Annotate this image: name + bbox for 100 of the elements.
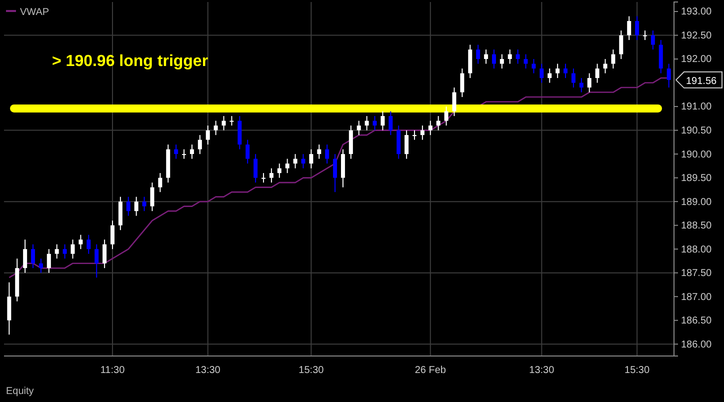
candlestick [254, 154, 258, 184]
candlestick [38, 258, 43, 274]
candlestick [380, 110, 385, 131]
candlestick [214, 120, 218, 136]
x-tick-label: 13:30 [195, 365, 221, 376]
candlestick [587, 72, 592, 93]
candlestick [484, 49, 488, 64]
candlestick [564, 63, 568, 79]
candlestick [340, 148, 345, 188]
candlestick [627, 16, 632, 41]
candlestick [174, 144, 178, 160]
y-tick-label: 189.50 [681, 173, 712, 184]
candlestick [635, 16, 640, 41]
candlestick [666, 63, 671, 88]
y-tick-label: 191.00 [681, 102, 712, 113]
candlestick [595, 63, 600, 84]
candlestick [190, 144, 194, 160]
y-tick-label: 187.00 [681, 292, 712, 303]
candlestick [619, 30, 624, 60]
y-tick-label: 187.50 [681, 268, 712, 280]
candlestick [150, 182, 154, 212]
candlestick [309, 148, 314, 169]
text: Equity [6, 386, 34, 397]
y-tick-label: 192.00 [681, 54, 712, 66]
candlestick [468, 44, 472, 79]
candlestick [230, 116, 234, 126]
candlestick [7, 282, 12, 336]
y-tick-label: 190.50 [681, 125, 712, 136]
candlestick [524, 54, 528, 70]
y-tick-label: 190.00 [681, 149, 712, 160]
candlestick [540, 63, 544, 84]
candlestick [118, 196, 122, 231]
candlestick [650, 30, 655, 50]
candlestick [238, 116, 242, 150]
candlestick [388, 110, 393, 136]
candlestick [301, 154, 306, 169]
candlestick [428, 120, 432, 136]
candlestick [317, 144, 322, 160]
candlestick [492, 49, 496, 70]
y-tick-label: 192.50 [681, 30, 712, 42]
candlestick [396, 125, 401, 160]
x-tick-label: 15:30 [624, 365, 650, 376]
candlestick [436, 116, 440, 131]
candlestick [603, 58, 608, 74]
text: 191.56 [686, 76, 718, 87]
candlestick [452, 87, 456, 117]
candlestick [126, 196, 130, 216]
candlestick [556, 63, 560, 79]
x-tick-label: 15:30 [298, 365, 324, 376]
candlestick [198, 134, 202, 155]
x-tick-label: 26 Feb [414, 365, 446, 376]
candlestick [476, 44, 480, 64]
candlestick [222, 116, 226, 131]
candlestick [182, 148, 186, 160]
candlestick [62, 244, 67, 260]
candlestick [54, 244, 59, 260]
candlestick [412, 130, 417, 140]
legend-label: VWAP [20, 7, 50, 18]
candlestick [246, 139, 250, 164]
candlestick [158, 172, 162, 193]
y-tick-label: 189.00 [681, 196, 712, 208]
x-tick-label: 13:30 [529, 365, 555, 376]
candlestick [579, 78, 584, 93]
candlestick [206, 125, 210, 146]
candlestick [658, 40, 663, 74]
x-tick-label: 11:30 [100, 365, 126, 376]
candlestick [110, 220, 114, 250]
candlestick [277, 163, 282, 178]
candlestick [532, 58, 536, 74]
candlestick [611, 49, 616, 70]
candlestick [404, 130, 409, 160]
candlestick [333, 154, 338, 193]
candlestick [261, 172, 266, 184]
candlestick [134, 196, 138, 216]
candlestick [325, 144, 330, 164]
y-tick-label: 188.50 [681, 220, 712, 232]
candlestick [364, 116, 369, 131]
candlestick [444, 106, 448, 126]
candlestick [500, 54, 504, 70]
candlestick [70, 239, 75, 260]
y-tick-label: 193.00 [681, 6, 712, 18]
candlestick [285, 158, 290, 174]
candlestick [372, 116, 377, 131]
candlestick [86, 234, 91, 254]
candlestick [293, 154, 298, 169]
candlestick [46, 248, 51, 274]
candlestick [94, 244, 99, 278]
candlestick [356, 120, 361, 136]
y-tick-label: 188.00 [681, 244, 712, 256]
candlestick [642, 30, 647, 41]
candlestick [348, 125, 353, 160]
candlestick [23, 239, 28, 274]
y-tick-label: 186.50 [681, 316, 712, 327]
ref-line-label: > 190.96 long trigger [52, 53, 208, 70]
candlestick [516, 49, 520, 64]
candlestick [31, 244, 36, 269]
candlestick [420, 125, 424, 140]
candlestick [102, 239, 107, 269]
candlestick [142, 196, 146, 212]
candlestick [548, 68, 552, 84]
